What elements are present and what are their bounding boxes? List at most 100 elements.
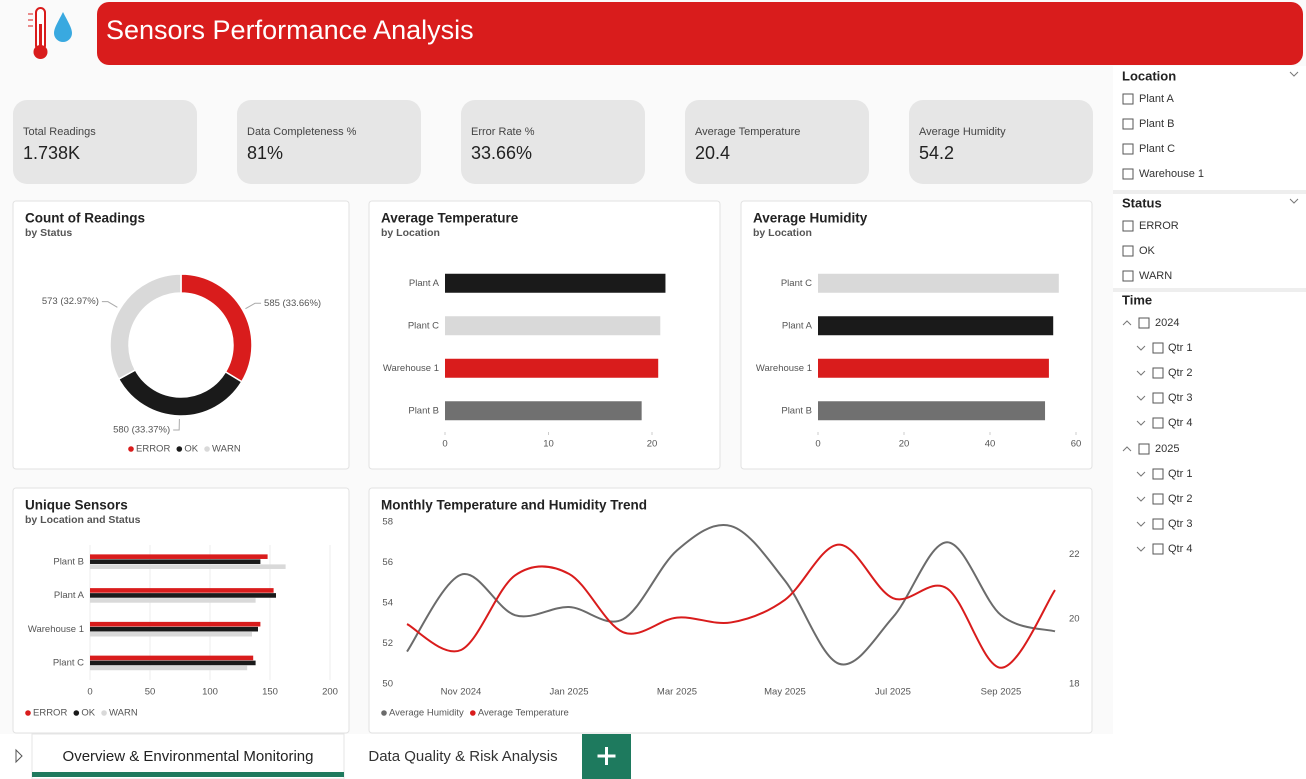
slicer-item[interactable]: Qtr 1 <box>1168 468 1192 480</box>
legend-label: Average Humidity <box>389 708 464 719</box>
chart-card <box>12 487 350 734</box>
legend-marker <box>101 710 107 716</box>
tab-label[interactable]: Data Quality & Risk Analysis <box>368 748 557 765</box>
checkbox[interactable] <box>1122 93 1134 105</box>
kpi-value: 54.2 <box>919 143 954 163</box>
chart-card <box>12 200 350 470</box>
slicer-item[interactable]: WARN <box>1139 270 1172 282</box>
checkbox[interactable] <box>1152 417 1164 429</box>
slicer-item[interactable]: OK <box>1139 245 1156 257</box>
logo <box>28 7 72 59</box>
slicer-item[interactable]: Qtr 2 <box>1168 493 1192 505</box>
filter-pane <box>1113 66 1306 734</box>
header-bar <box>97 2 1303 65</box>
slicer-item[interactable]: ERROR <box>1139 220 1179 232</box>
leader-line <box>245 302 262 310</box>
data-label: 573 (32.97%) <box>42 296 99 307</box>
slicer-item[interactable]: 2025 <box>1155 443 1179 455</box>
y-tick-label: 58 <box>382 517 393 528</box>
y-tick-label: Plant C <box>781 278 812 289</box>
bar <box>90 554 268 559</box>
chevron[interactable] <box>1136 420 1146 426</box>
bar <box>818 316 1054 336</box>
active-tab[interactable] <box>31 733 345 779</box>
x-tick-label: Nov 2024 <box>441 687 482 698</box>
legend-marker <box>73 710 80 716</box>
slicer-item[interactable]: Qtr 1 <box>1168 342 1192 354</box>
bar <box>90 564 286 569</box>
x-tick-label: 0 <box>815 439 820 450</box>
kpi-value: 20.4 <box>695 143 730 163</box>
y-tick-label: Plant C <box>408 320 439 331</box>
x-tick-label: Sep 2025 <box>981 687 1022 698</box>
chevron[interactable] <box>1136 521 1146 527</box>
slicer-item[interactable]: Plant A <box>1139 93 1175 105</box>
slicer-item[interactable]: Qtr 4 <box>1168 417 1192 429</box>
y2-tick-label: 22 <box>1069 549 1080 560</box>
checkbox[interactable] <box>1152 367 1164 379</box>
chevron[interactable] <box>1122 320 1132 326</box>
slicer-item[interactable]: Qtr 3 <box>1168 392 1192 404</box>
tab-label[interactable]: Overview & Environmental Monitoring <box>63 748 314 765</box>
x-tick-label: 10 <box>543 439 554 450</box>
chevron[interactable] <box>1136 546 1146 552</box>
checkbox[interactable] <box>1152 493 1164 505</box>
checkbox[interactable] <box>1152 543 1164 555</box>
y-tick-label: Plant C <box>53 658 84 669</box>
kpi-card <box>13 100 197 184</box>
chart-subtitle: by Status <box>25 227 72 239</box>
chevron[interactable] <box>1136 496 1146 502</box>
kpi-label: Average Temperature <box>695 126 800 138</box>
kpi-label: Error Rate % <box>471 126 535 138</box>
plus-icon <box>597 747 616 765</box>
checkbox[interactable] <box>1138 443 1150 455</box>
chevron[interactable] <box>1136 370 1146 376</box>
leader-line <box>101 301 118 308</box>
checkbox[interactable] <box>1122 118 1134 130</box>
checkbox[interactable] <box>1122 245 1134 257</box>
checkbox[interactable] <box>1152 392 1164 404</box>
chevron[interactable] <box>1136 395 1146 401</box>
divider <box>1113 190 1306 194</box>
active-tab-underline <box>32 772 344 777</box>
checkbox[interactable] <box>1152 518 1164 530</box>
bar <box>818 401 1046 421</box>
slicer-item[interactable]: Qtr 3 <box>1168 518 1192 530</box>
x-tick-label: Jan 2025 <box>549 687 588 698</box>
bar <box>90 559 261 564</box>
chevron[interactable] <box>1122 446 1132 452</box>
checkbox[interactable] <box>1138 317 1150 329</box>
slicer-item[interactable]: 2024 <box>1155 317 1179 329</box>
x-tick-label: 0 <box>442 439 447 450</box>
chevron[interactable] <box>1136 345 1146 351</box>
legend-label: Average Temperature <box>478 708 569 719</box>
slicer-item[interactable]: Plant B <box>1139 118 1174 130</box>
slicer-item[interactable]: Plant C <box>1139 143 1175 155</box>
chevron[interactable] <box>1289 71 1299 77</box>
x-tick-label: 50 <box>145 687 156 698</box>
chevron[interactable] <box>1289 198 1299 204</box>
checkbox[interactable] <box>1122 143 1134 155</box>
slicer-item[interactable]: Qtr 4 <box>1168 543 1192 555</box>
checkbox[interactable] <box>1122 168 1134 180</box>
slicer-item[interactable]: Qtr 2 <box>1168 367 1192 379</box>
y-tick-label: Plant B <box>53 556 84 567</box>
line-series <box>406 543 1056 669</box>
y-tick-label: Warehouse 1 <box>28 624 84 635</box>
bar <box>90 655 254 661</box>
legend-label: OK <box>184 444 198 455</box>
legend-marker <box>470 710 476 716</box>
y-tick-label: 56 <box>382 557 393 568</box>
checkbox[interactable] <box>1152 342 1164 354</box>
bar <box>818 358 1049 378</box>
kpi-value: 1.738K <box>23 143 80 163</box>
legend-marker <box>204 446 210 452</box>
checkbox[interactable] <box>1122 220 1134 232</box>
slicer-item[interactable]: Warehouse 1 <box>1139 168 1204 180</box>
nav-arrow[interactable] <box>15 748 23 764</box>
chart-title: Average Humidity <box>753 211 868 226</box>
checkbox[interactable] <box>1122 270 1134 282</box>
legend-label: OK <box>81 708 95 719</box>
checkbox[interactable] <box>1152 468 1164 480</box>
chevron[interactable] <box>1136 471 1146 477</box>
